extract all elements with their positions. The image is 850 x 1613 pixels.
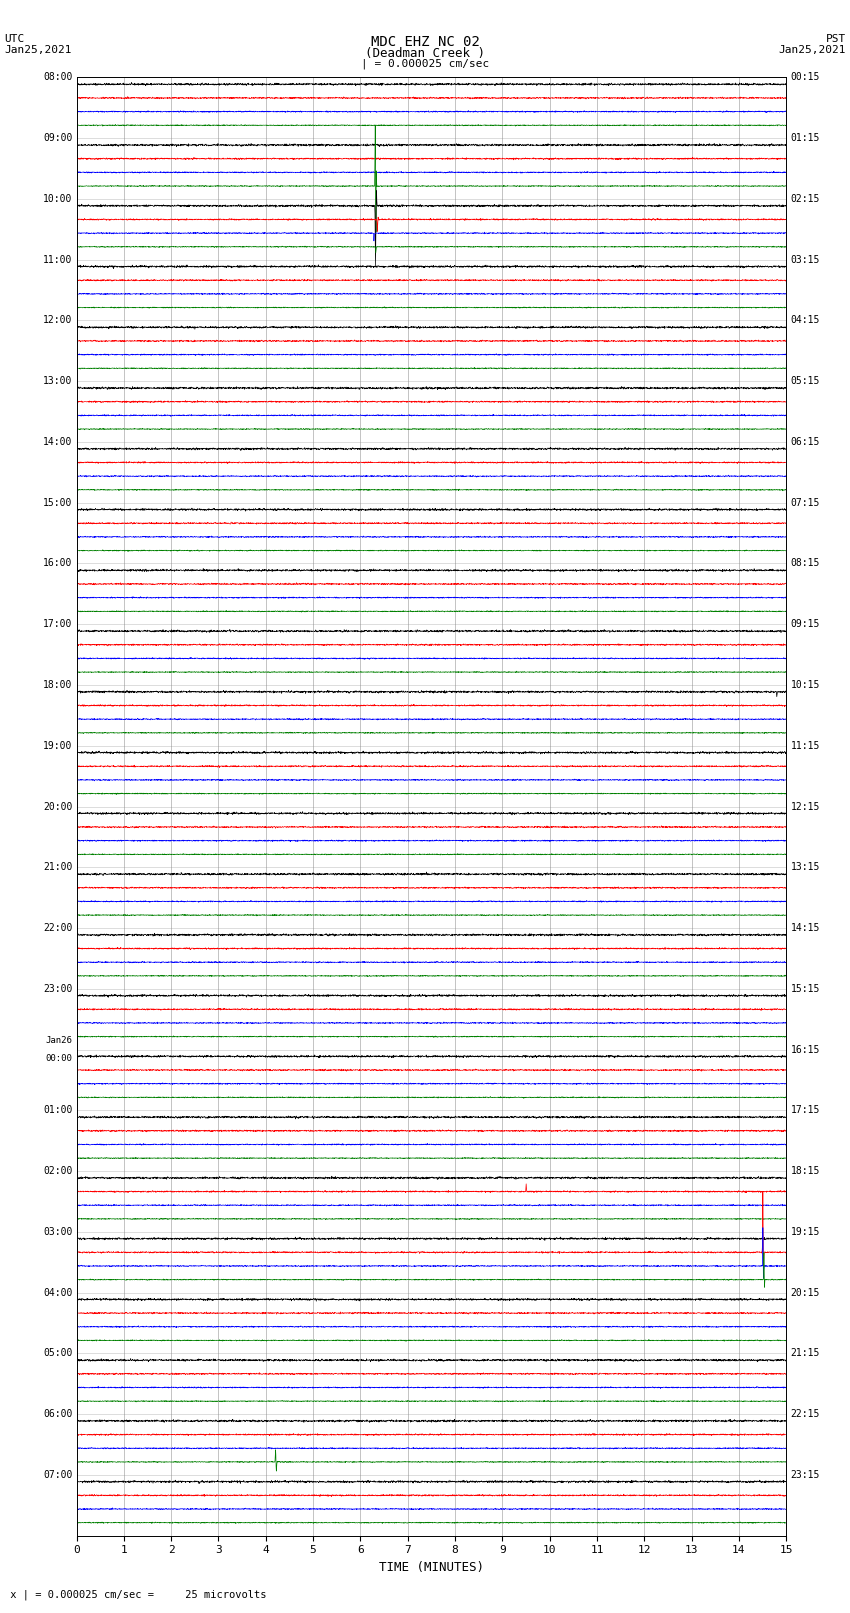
Text: 22:15: 22:15 [790,1410,820,1419]
Text: (Deadman Creek ): (Deadman Creek ) [365,47,485,60]
Text: 06:15: 06:15 [790,437,820,447]
Text: 02:15: 02:15 [790,194,820,203]
Text: 20:15: 20:15 [790,1287,820,1297]
Text: 09:15: 09:15 [790,619,820,629]
Text: 15:00: 15:00 [42,498,72,508]
Text: 00:00: 00:00 [45,1055,72,1063]
Text: 22:00: 22:00 [42,923,72,932]
Text: 23:15: 23:15 [790,1469,820,1479]
Text: 06:00: 06:00 [42,1410,72,1419]
Text: 17:00: 17:00 [42,619,72,629]
Text: 08:00: 08:00 [42,73,72,82]
Text: 07:00: 07:00 [42,1469,72,1479]
Text: 05:15: 05:15 [790,376,820,386]
Text: 18:00: 18:00 [42,681,72,690]
Text: 21:00: 21:00 [42,863,72,873]
Text: 10:15: 10:15 [790,681,820,690]
Text: 19:00: 19:00 [42,740,72,750]
Text: 11:15: 11:15 [790,740,820,750]
Text: 09:00: 09:00 [42,134,72,144]
Text: 08:15: 08:15 [790,558,820,568]
Text: 01:00: 01:00 [42,1105,72,1115]
Text: 12:00: 12:00 [42,316,72,326]
Text: Jan25,2021: Jan25,2021 [4,45,71,55]
Text: 13:15: 13:15 [790,863,820,873]
Text: 02:00: 02:00 [42,1166,72,1176]
Text: UTC: UTC [4,34,25,44]
Text: 11:00: 11:00 [42,255,72,265]
Text: Jan26: Jan26 [45,1036,72,1045]
Text: 16:00: 16:00 [42,558,72,568]
Text: 15:15: 15:15 [790,984,820,994]
Text: MDC EHZ NC 02: MDC EHZ NC 02 [371,35,479,50]
Text: | = 0.000025 cm/sec: | = 0.000025 cm/sec [361,58,489,69]
Text: 05:00: 05:00 [42,1348,72,1358]
Text: 10:00: 10:00 [42,194,72,203]
Text: 18:15: 18:15 [790,1166,820,1176]
Text: 03:15: 03:15 [790,255,820,265]
Text: 20:00: 20:00 [42,802,72,811]
Text: 01:15: 01:15 [790,134,820,144]
X-axis label: TIME (MINUTES): TIME (MINUTES) [379,1561,484,1574]
Text: 16:15: 16:15 [790,1045,820,1055]
Text: 04:15: 04:15 [790,316,820,326]
Text: 13:00: 13:00 [42,376,72,386]
Text: 19:15: 19:15 [790,1227,820,1237]
Text: 21:15: 21:15 [790,1348,820,1358]
Text: 04:00: 04:00 [42,1287,72,1297]
Text: 12:15: 12:15 [790,802,820,811]
Text: x | = 0.000025 cm/sec =     25 microvolts: x | = 0.000025 cm/sec = 25 microvolts [4,1589,267,1600]
Text: 03:00: 03:00 [42,1227,72,1237]
Text: PST: PST [825,34,846,44]
Text: Jan25,2021: Jan25,2021 [779,45,846,55]
Text: 23:00: 23:00 [42,984,72,994]
Text: 07:15: 07:15 [790,498,820,508]
Text: 00:15: 00:15 [790,73,820,82]
Text: 14:00: 14:00 [42,437,72,447]
Text: 17:15: 17:15 [790,1105,820,1115]
Text: 14:15: 14:15 [790,923,820,932]
